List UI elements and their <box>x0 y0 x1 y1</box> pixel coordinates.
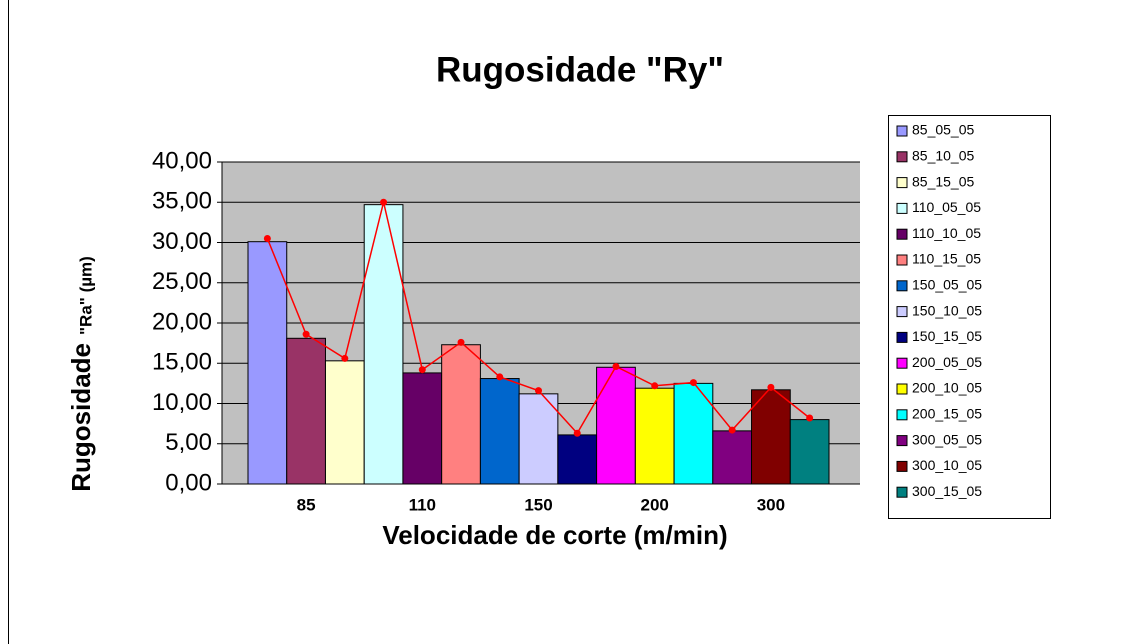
line-point <box>341 354 349 362</box>
legend-label: 150_10_05 <box>912 302 982 318</box>
legend-label: 200_15_05 <box>912 406 982 422</box>
y-axis-title-main: Rugosidade <box>66 343 96 492</box>
x-tick-label: 150 <box>524 495 552 514</box>
bar <box>789 419 830 485</box>
y-tick-label: 0,00 <box>165 469 212 496</box>
y-tick-label: 35,00 <box>152 188 212 215</box>
y-tick-label: 20,00 <box>152 308 212 335</box>
y-tick-label: 30,00 <box>152 228 212 255</box>
y-tick-label: 15,00 <box>152 349 212 376</box>
legend-swatch <box>896 177 908 189</box>
line-point <box>767 383 775 391</box>
x-tick-label: 85 <box>297 495 316 514</box>
x-tick-label: 110 <box>409 495 436 514</box>
legend-swatch <box>896 280 908 292</box>
legend-label: 300_15_05 <box>912 483 982 499</box>
legend-label: 150_05_05 <box>912 277 982 293</box>
y-tick-label: 40,00 <box>152 147 212 174</box>
y-axis-title: Rugosidade "Ra" (µm) <box>66 256 96 492</box>
legend-swatch <box>896 151 908 163</box>
x-tick-label: 300 <box>757 495 785 514</box>
legend-swatch <box>896 228 908 240</box>
line-point <box>263 234 271 242</box>
line-point <box>496 373 504 381</box>
bar <box>479 378 520 485</box>
y-tick-label: 10,00 <box>152 389 212 416</box>
legend-swatch <box>896 486 908 498</box>
legend-label: 300_05_05 <box>912 431 982 447</box>
legend-label: 300_10_05 <box>912 457 982 473</box>
legend-label: 110_10_05 <box>912 225 981 241</box>
legend-label: 110_05_05 <box>912 199 981 215</box>
line-point <box>728 426 736 434</box>
legend-swatch <box>896 125 908 137</box>
y-tick-label: 5,00 <box>165 429 212 456</box>
bar <box>557 434 598 485</box>
legend-box <box>888 115 1051 519</box>
bar <box>363 204 404 485</box>
legend-swatch <box>896 460 908 472</box>
bar <box>247 241 288 485</box>
legend-label: 110_15_05 <box>912 251 981 267</box>
line-point <box>457 338 465 346</box>
legend-swatch <box>896 306 908 318</box>
x-tick-label: 200 <box>641 495 669 514</box>
chart-title: Rugosidade "Ry" <box>436 50 724 89</box>
legend-swatch <box>896 331 908 343</box>
line-point <box>612 362 620 370</box>
legend-label: 200_10_05 <box>912 380 982 396</box>
bar <box>286 337 326 485</box>
line-point <box>418 366 426 374</box>
legend-label: 85_15_05 <box>912 173 975 189</box>
legend-swatch <box>896 383 908 395</box>
line-point <box>380 198 388 206</box>
y-axis-title-unit: "Ra" (µm) <box>76 256 95 335</box>
legend-swatch <box>896 357 908 369</box>
legend-swatch <box>896 202 908 214</box>
line-point <box>535 387 542 395</box>
bar <box>324 360 365 485</box>
bar <box>402 372 443 485</box>
line-point <box>689 379 697 387</box>
legend-label: 150_15_05 <box>912 328 982 344</box>
legend-label: 85_05_05 <box>912 122 975 138</box>
bar <box>441 344 481 485</box>
bar <box>596 366 636 485</box>
legend-swatch <box>896 409 908 421</box>
legend-label: 85_10_05 <box>912 148 975 164</box>
bar <box>712 430 753 485</box>
line-point <box>573 429 581 437</box>
bar <box>634 387 675 485</box>
y-tick-label: 25,00 <box>152 268 212 295</box>
x-axis-title: Velocidade de corte (m/min) <box>382 520 727 550</box>
legend-swatch <box>896 435 908 447</box>
line-point <box>806 414 814 422</box>
line-point <box>651 382 659 390</box>
bar <box>751 389 791 485</box>
bar <box>518 393 559 485</box>
legend-label: 200_05_05 <box>912 354 982 370</box>
legend-swatch <box>896 254 908 266</box>
line-point <box>302 330 310 338</box>
